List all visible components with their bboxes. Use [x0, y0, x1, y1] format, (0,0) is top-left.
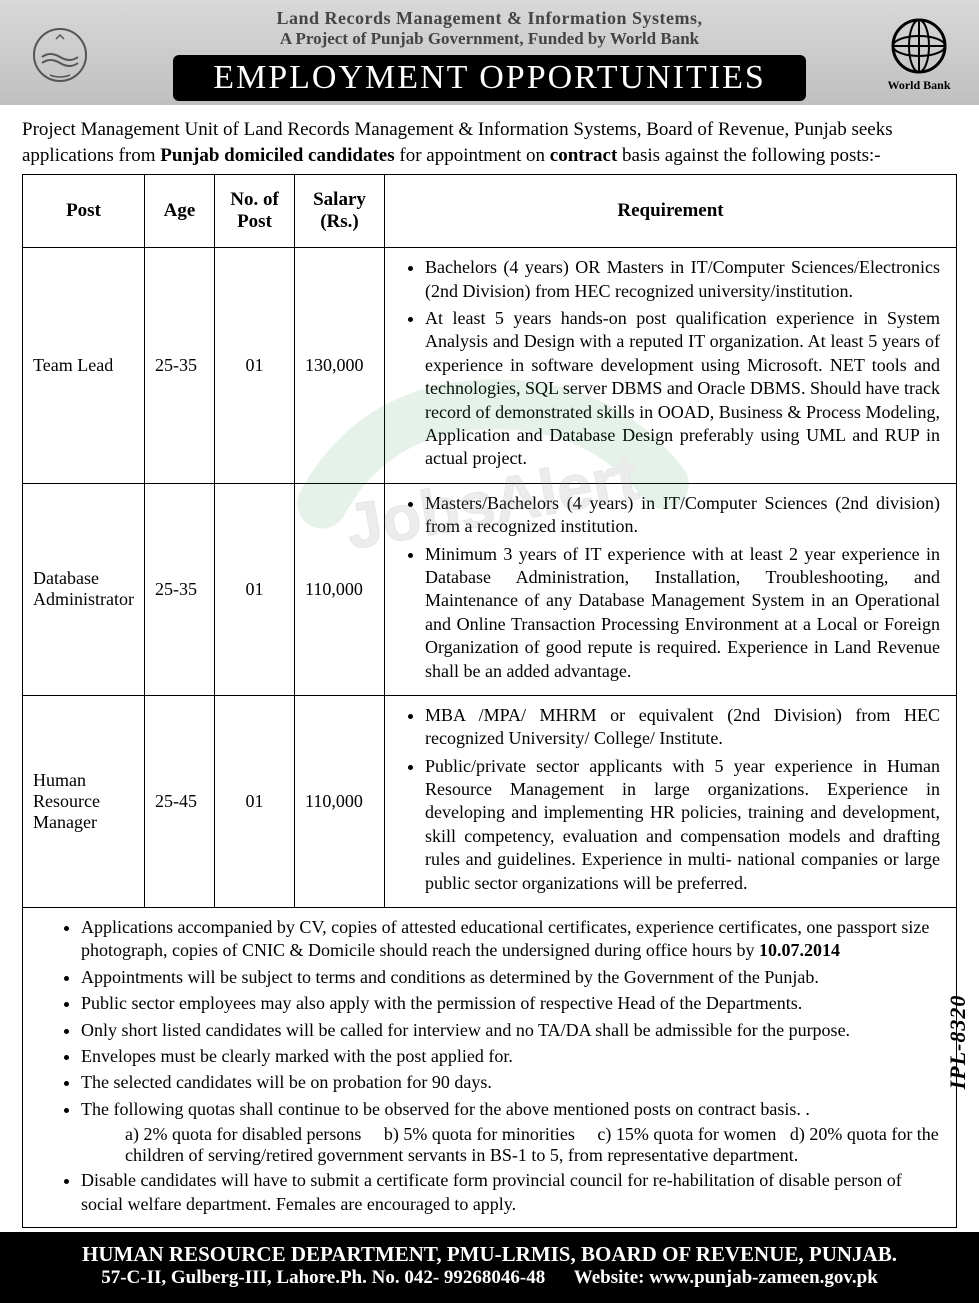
- world-bank-icon: World Bank: [879, 15, 959, 95]
- table-row: Database Administrator25-3501110,000 Mast…: [23, 483, 957, 695]
- req-item: At least 5 years hands-on post qualifica…: [425, 307, 940, 471]
- th-requirement: Requirement: [385, 175, 957, 248]
- banner-title: EMPLOYMENT OPPORTUNITIES: [173, 55, 806, 101]
- cell-salary: 110,000: [295, 695, 385, 907]
- cell-requirement: MBA /MPA/ MHRM or equivalent (2nd Divisi…: [385, 695, 957, 907]
- cell-no: 01: [215, 695, 295, 907]
- req-item: Public/private sector applicants with 5 …: [425, 755, 940, 895]
- intro-bold-1: Punjab domiciled candidates: [160, 145, 394, 166]
- cell-salary: 130,000: [295, 248, 385, 484]
- cell-requirement: Bachelors (4 years) OR Masters in IT/Com…: [385, 248, 957, 484]
- table-row: Human Resource Manager25-4501110,000 MBA …: [23, 695, 957, 907]
- header: Land Records Management & Information Sy…: [0, 0, 979, 105]
- req-item: MBA /MPA/ MHRM or equivalent (2nd Divisi…: [425, 704, 940, 751]
- cell-age: 25-35: [145, 248, 215, 484]
- table-header-row: Post Age No. of Post Salary (Rs.) Requir…: [23, 175, 957, 248]
- world-bank-label: World Bank: [887, 78, 950, 93]
- th-post: Post: [23, 175, 145, 248]
- note-item: Public sector employees may also apply w…: [81, 992, 942, 1015]
- note-item: Applications accompanied by CV, copies o…: [81, 916, 942, 963]
- notes-box: Applications accompanied by CV, copies o…: [22, 908, 957, 1228]
- intro-post: basis against the following posts:-: [617, 145, 880, 166]
- note-subline: a) 2% quota for disabled persons b) 5% q…: [81, 1124, 942, 1166]
- req-item: Masters/Bachelors (4 years) in IT/Comput…: [425, 492, 940, 539]
- note-item: Only short listed candidates will be cal…: [81, 1019, 942, 1042]
- ipl-code: IPL-8320: [945, 995, 971, 1090]
- cell-no: 01: [215, 248, 295, 484]
- footer-address: 57-C-II, Gulberg-III, Lahore.Ph. No. 042…: [20, 1267, 959, 1289]
- th-age: Age: [145, 175, 215, 248]
- footer: HUMAN RESOURCE DEPARTMENT, PMU-LRMIS, BO…: [0, 1232, 979, 1303]
- note-item: Disable candidates will have to submit a…: [81, 1169, 942, 1216]
- cell-age: 25-45: [145, 695, 215, 907]
- note-item: Envelopes must be clearly marked with th…: [81, 1045, 942, 1068]
- cell-salary: 110,000: [295, 483, 385, 695]
- note-item: The selected candidates will be on proba…: [81, 1071, 942, 1094]
- cell-age: 25-35: [145, 483, 215, 695]
- org-line-2: A Project of Punjab Government, Funded b…: [110, 29, 869, 49]
- th-salary: Salary (Rs.): [295, 175, 385, 248]
- cell-post: Team Lead: [23, 248, 145, 484]
- intro-bold-2: contract: [550, 145, 618, 166]
- table-row: Team Lead25-3501130,000 Bachelors (4 year…: [23, 248, 957, 484]
- intro-text: Project Management Unit of Land Records …: [0, 105, 979, 174]
- org-line-1: Land Records Management & Information Sy…: [110, 8, 869, 29]
- cell-requirement: Masters/Bachelors (4 years) in IT/Comput…: [385, 483, 957, 695]
- intro-mid: for appointment on: [395, 145, 550, 166]
- req-item: Minimum 3 years of IT experience with at…: [425, 543, 940, 683]
- footer-dept: HUMAN RESOURCE DEPARTMENT, PMU-LRMIS, BO…: [20, 1242, 959, 1267]
- cell-post: Database Administrator: [23, 483, 145, 695]
- cell-no: 01: [215, 483, 295, 695]
- note-item: The following quotas shall continue to b…: [81, 1098, 942, 1121]
- posts-table: Post Age No. of Post Salary (Rs.) Requir…: [22, 174, 957, 908]
- th-no: No. of Post: [215, 175, 295, 248]
- cell-post: Human Resource Manager: [23, 695, 145, 907]
- punjab-emblem-icon: [20, 15, 100, 95]
- note-item: Appointments will be subject to terms an…: [81, 966, 942, 989]
- req-item: Bachelors (4 years) OR Masters in IT/Com…: [425, 256, 940, 303]
